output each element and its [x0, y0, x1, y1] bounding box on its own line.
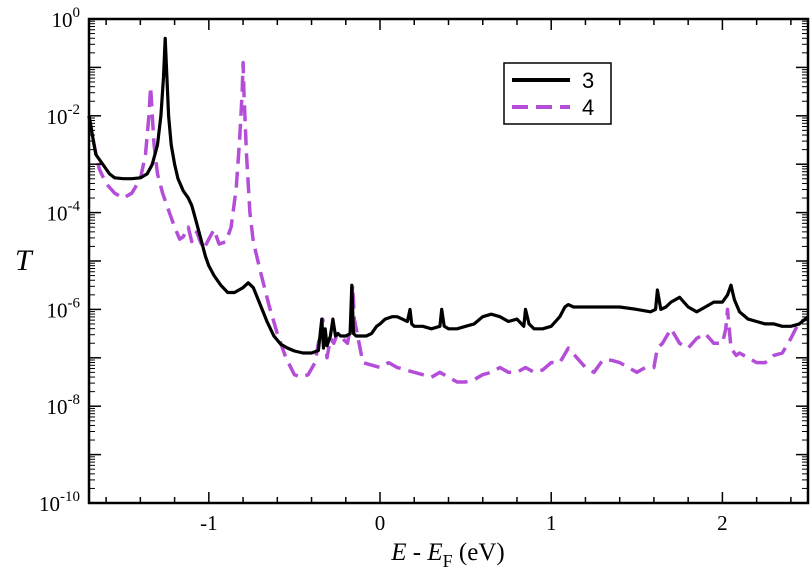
legend-label-4: 4: [582, 95, 594, 120]
y-tick-label: 10-2: [47, 102, 81, 129]
y-tick-label: 100: [52, 5, 81, 32]
series-line-3: [87, 36, 810, 355]
x-tick-label: 0: [375, 511, 386, 535]
plot-lines: [87, 36, 810, 384]
y-tick-label: 10-4: [47, 199, 81, 226]
plot-frame: [87, 17, 810, 505]
y-tick-label: 10-6: [47, 295, 81, 322]
axis-ticks: -1 0 1 2 10-10 10-8 10-6 10-4 10-2 100: [39, 5, 808, 535]
y-tick-label: 10-10: [39, 489, 80, 516]
legend-box: [503, 62, 612, 125]
series-line-4: [87, 60, 809, 384]
x-tick-label: 2: [717, 511, 728, 535]
y-tick-label: 10-8: [47, 392, 81, 419]
legend: 3 4: [503, 62, 612, 125]
x-tick-label: -1: [200, 511, 218, 535]
x-tick-label: 1: [546, 511, 557, 535]
y-axis-label: T: [15, 244, 34, 277]
legend-label-3: 3: [582, 68, 594, 93]
x-axis-label: E - EF (eV): [390, 539, 504, 571]
